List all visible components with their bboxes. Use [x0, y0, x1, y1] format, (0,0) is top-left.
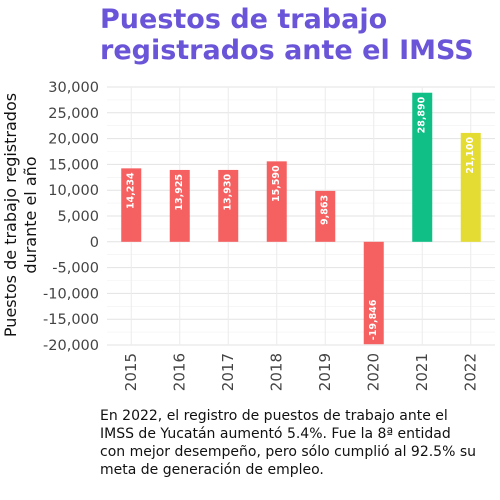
bar-2015 [121, 168, 142, 242]
bar-chart: -20,000 -15,000 -10,000 -5,000 0 5,000 10,000 1… [1, 80, 495, 391]
x-tick-label: 2016 [170, 353, 188, 391]
bar-2017 [218, 169, 239, 242]
y-axis: -20,000 -15,000 -10,000 -5,000 0 5,000 10,000 1… [43, 80, 99, 354]
y-tick-label: 25,000 [48, 106, 99, 122]
data-label: 28,890 [417, 96, 428, 133]
grid-lines [107, 86, 495, 346]
x-tick-label: 2021 [413, 353, 431, 391]
x-tick-label: 2018 [267, 353, 285, 391]
x-tick-label: 2017 [219, 353, 237, 391]
data-label: -19,846 [368, 299, 379, 340]
y-tick-label: 0 [90, 235, 99, 251]
data-label: 14,234 [126, 172, 137, 209]
data-label: 15,590 [271, 165, 282, 202]
bar-2018 [266, 161, 287, 242]
bar-2021 [412, 92, 433, 242]
chart-title-line-1: Puestos de trabajo [100, 4, 388, 35]
bar-2019 [315, 190, 336, 242]
y-tick-label: 5,000 [57, 209, 99, 225]
data-label: 13,925 [174, 174, 185, 211]
y-tick-label: -15,000 [43, 312, 99, 328]
x-tick-label: 2015 [122, 353, 140, 391]
chart-title-line-2: registrados ante el IMSS [100, 35, 474, 66]
x-axis: 2015 2016 2017 2018 2019 2020 2021 2022 [122, 353, 480, 391]
x-tick-label: 2020 [364, 353, 382, 391]
chart-title: Puestos de trabajo registrados ante el I… [100, 4, 495, 66]
data-label: 21,100 [465, 137, 476, 174]
data-label: 13,930 [223, 174, 234, 211]
y-tick-label: 30,000 [48, 80, 99, 96]
y-tick-label: -20,000 [43, 338, 99, 354]
y-tick-label: -5,000 [52, 261, 99, 277]
bars: 14,234 13,925 13,930 15,590 9,863 -19,846 28,8… [121, 92, 481, 345]
chart-caption: En 2022, el registro de puestos de traba… [100, 408, 477, 478]
y-tick-label: 15,000 [48, 157, 99, 173]
y-tick-label: -10,000 [43, 286, 99, 302]
y-tick-label: 20,000 [48, 132, 99, 148]
y-axis-label-line-2: durante el año [21, 156, 40, 273]
data-label: 9,863 [320, 195, 331, 225]
y-axis-label-line-1: Puestos de trabajo registrados [1, 93, 20, 337]
bar-2022 [460, 132, 481, 242]
x-tick-label: 2022 [461, 353, 479, 391]
bar-2016 [169, 169, 190, 242]
bar-2020 [363, 241, 384, 345]
y-tick-label: 10,000 [48, 183, 99, 199]
x-tick-label: 2019 [316, 353, 334, 391]
